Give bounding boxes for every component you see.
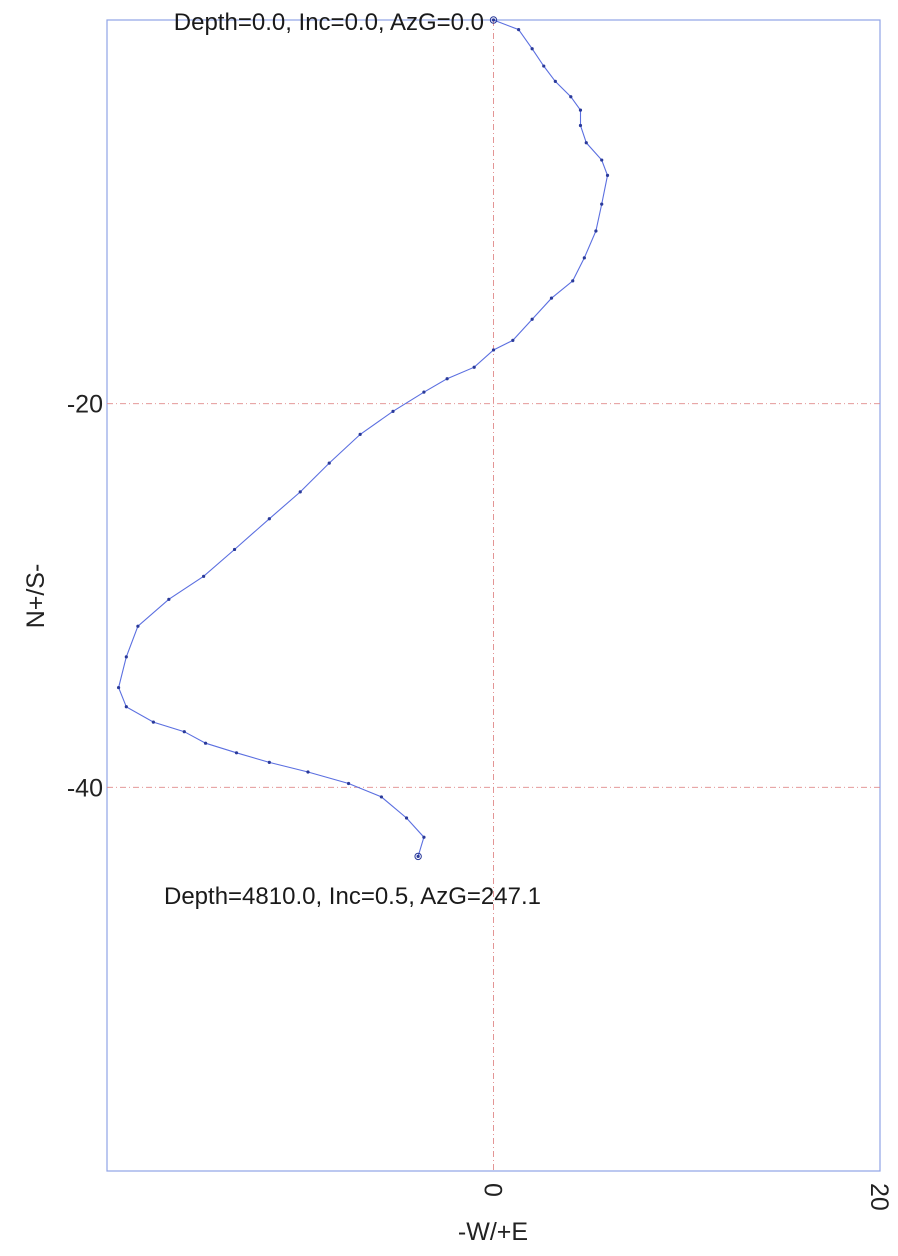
x-tick-label: 0 [479, 1183, 507, 1197]
survey-point [571, 279, 575, 283]
survey-point [404, 816, 409, 820]
survey-point [600, 158, 604, 162]
survey-point [605, 173, 610, 177]
survey-point [167, 597, 171, 601]
survey-point [151, 720, 155, 724]
end-marker [414, 852, 422, 861]
survey-point [298, 490, 302, 494]
survey-point [358, 432, 362, 436]
x-tick-labels: 0 20 [479, 1183, 894, 1211]
survey-point [306, 770, 310, 774]
survey-point [182, 730, 186, 734]
end-point-annotation: Depth=4810.0, Inc=0.5, AzG=247.1 [164, 883, 541, 910]
survey-point [346, 781, 351, 786]
survey-point [569, 95, 573, 99]
survey-point [600, 202, 604, 206]
survey-point [267, 760, 271, 764]
survey-point [416, 854, 420, 858]
survey-point [511, 338, 515, 342]
survey-point [422, 835, 426, 839]
survey-point [530, 317, 534, 321]
survey-point [549, 296, 554, 300]
y-tick-label: -40 [67, 774, 103, 802]
trajectory-points [116, 16, 610, 861]
survey-point [553, 79, 557, 83]
survey-point [234, 751, 239, 755]
survey-point [517, 27, 521, 32]
survey-point [445, 377, 449, 381]
x-tick-label: 20 [865, 1183, 893, 1211]
y-axis-label: N+/S- [22, 564, 50, 629]
x-axis-label: -W/+E [458, 1218, 528, 1246]
survey-point [491, 18, 496, 22]
survey-point [202, 574, 206, 578]
y-tick-label: -20 [67, 391, 103, 419]
survey-point [327, 461, 331, 465]
survey-point [472, 365, 476, 369]
survey-point [379, 795, 384, 799]
survey-point [584, 141, 588, 145]
survey-point [232, 547, 237, 552]
survey-point [491, 348, 496, 352]
survey-point [530, 47, 534, 51]
survey-point [578, 108, 583, 112]
survey-point [582, 256, 586, 260]
start-marker [489, 16, 498, 24]
survey-point [578, 123, 583, 128]
survey-point [594, 229, 598, 233]
survey-point [203, 741, 208, 745]
survey-point [542, 64, 546, 68]
start-point-annotation: Depth=0.0, Inc=0.0, AzG=0.0 [174, 9, 484, 36]
survey-point [267, 517, 271, 521]
y-tick-labels: -20 -40 [67, 391, 103, 803]
trajectory-line [118, 19, 609, 857]
survey-point [116, 685, 121, 690]
survey-point [391, 409, 395, 413]
survey-point [422, 390, 426, 394]
survey-point [124, 655, 128, 659]
trajectory-path [118, 19, 609, 857]
grid-lines [107, 20, 880, 1171]
survey-point [124, 705, 128, 709]
survey-point [136, 624, 140, 628]
